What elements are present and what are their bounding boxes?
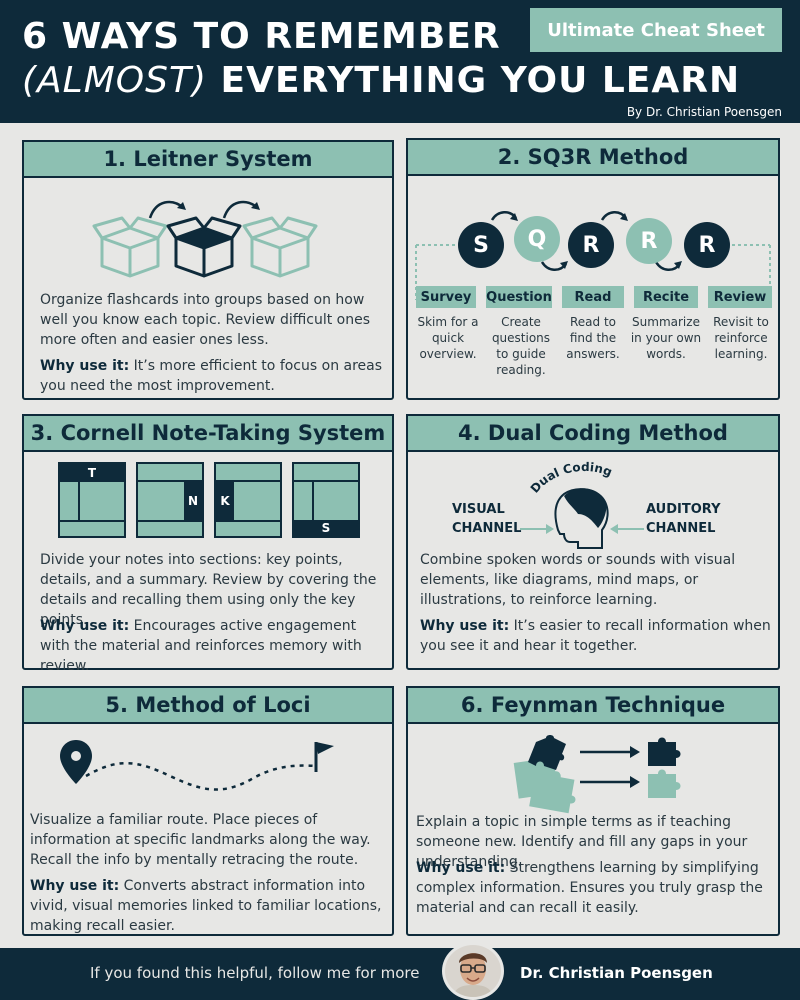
cornell-diagram-key: K xyxy=(214,462,282,538)
sq3r-circle-s: S xyxy=(458,222,504,268)
loci-route-illustration xyxy=(60,740,334,791)
panel-dual-coding: 4. Dual Coding Method Dual Coding VISUAL… xyxy=(406,414,780,670)
cornell-diagram-title: T xyxy=(58,462,126,538)
sq3r-label-recite: Recite xyxy=(634,286,698,308)
title-italic: (ALMOST) xyxy=(22,60,208,101)
dual-coding-description: Combine spoken words or sounds with visu… xyxy=(420,552,736,608)
sq3r-connector xyxy=(415,211,771,300)
sq3r-circle-r2: R xyxy=(626,218,672,264)
panel-title: 6. Feynman Technique xyxy=(406,686,780,724)
panel-cornell: 3. Cornell Note-Taking System T N K S Di… xyxy=(22,414,394,674)
panel-title: 3. Cornell Note-Taking System xyxy=(22,414,394,452)
author-name[interactable]: Dr. Christian Poensgen xyxy=(520,964,713,982)
feynman-why: Why use it: Strengthens learning by simp… xyxy=(416,858,778,918)
panel-leitner: 1. Leitner System xyxy=(22,140,394,400)
panel-title: 1. Leitner System xyxy=(22,140,394,178)
cornell-description: Divide your notes into sections: key poi… xyxy=(40,552,377,628)
sq3r-desc-read: Read to find the answers. xyxy=(566,315,620,361)
sq3r-circle-q: Q xyxy=(514,216,560,262)
sq3r-label-read: Read xyxy=(562,286,624,308)
panel-feynman: 6. Feynman Technique Explain a topic in … xyxy=(406,686,780,936)
why-label: Why use it: xyxy=(420,618,510,634)
panel-title: 4. Dual Coding Method xyxy=(406,414,780,452)
leitner-description: Organize flashcards into groups based on… xyxy=(40,292,371,348)
cornell-letter-k: K xyxy=(216,482,234,520)
byline: By Dr. Christian Poensgen xyxy=(626,105,782,119)
follow-text: If you found this helpful, follow me for… xyxy=(90,964,420,982)
title-rest: EVERYTHING YOU LEARN xyxy=(207,60,741,101)
cornell-diagram-summary: S xyxy=(292,462,360,538)
sq3r-label-question: Question xyxy=(486,286,552,308)
title-line-2: (ALMOST) EVERYTHING YOU LEARN xyxy=(22,60,740,101)
sq3r-desc-recite: Summarize in your own words. xyxy=(630,315,702,361)
header: 6 WAYS TO REMEMBER (ALMOST) EVERYTHING Y… xyxy=(0,0,800,123)
panel-sq3r: 2. SQ3R Method S Q R R R Survey Question… xyxy=(406,138,780,400)
why-text: Converts abstract information into vivid… xyxy=(30,878,382,934)
sq3r-circle-r1: R xyxy=(568,222,614,268)
footer: If you found this helpful, follow me for… xyxy=(0,948,800,1000)
cheat-sheet-badge: Ultimate Cheat Sheet xyxy=(530,8,782,52)
leitner-boxes-illustration xyxy=(92,200,318,278)
sq3r-label-review: Review xyxy=(708,286,772,308)
why-label: Why use it: xyxy=(30,878,120,894)
cornell-letter-n: N xyxy=(184,482,202,520)
sq3r-label-survey: Survey xyxy=(416,286,476,308)
feynman-description: Explain a topic in simple terms as if te… xyxy=(416,814,748,870)
why-label: Why use it: xyxy=(40,618,130,634)
sq3r-desc-question: Create questions to guide reading. xyxy=(491,315,551,377)
cornell-letter-s: S xyxy=(294,520,358,536)
dual-coding-illustration: Dual Coding xyxy=(520,460,644,549)
loci-why: Why use it: Converts abstract informatio… xyxy=(30,876,390,936)
sq3r-desc-review: Revisit to reinforce learning. xyxy=(713,315,769,361)
auditory-channel-label: AUDITORY CHANNEL xyxy=(646,502,721,536)
panel-title: 5. Method of Loci xyxy=(22,686,394,724)
avatar[interactable] xyxy=(442,942,504,1000)
sq3r-desc-survey: Skim for a quick overview. xyxy=(417,315,479,361)
leitner-why: Why use it: It’s more efficient to focus… xyxy=(40,356,385,396)
why-text: It’s easier to recall information when y… xyxy=(420,618,771,654)
panel-method-of-loci: 5. Method of Loci Visualize a familiar r… xyxy=(22,686,394,936)
why-label: Why use it: xyxy=(416,860,506,876)
visual-channel-label: VISUAL CHANNEL xyxy=(452,502,522,536)
why-text: Strengthens learning by simplifying comp… xyxy=(416,860,763,916)
author-portrait-icon xyxy=(445,945,501,997)
why-text: Encourages active engagement with the ma… xyxy=(40,618,362,674)
why-text: It’s more efficient to focus on areas yo… xyxy=(40,358,383,394)
why-label: Why use it: xyxy=(40,358,130,374)
cornell-why: Why use it: Encourages active engagement… xyxy=(40,616,385,676)
cornell-letter-t: T xyxy=(60,464,124,482)
sq3r-circle-r3: R xyxy=(684,222,730,268)
loci-description: Visualize a familiar route. Place pieces… xyxy=(30,812,371,868)
cornell-diagram-notes: N xyxy=(136,462,204,538)
puzzle-pieces-illustration xyxy=(513,735,681,814)
panel-title: 2. SQ3R Method xyxy=(406,138,780,176)
dual-coding-why: Why use it: It’s easier to recall inform… xyxy=(420,616,776,656)
title-line-1: 6 WAYS TO REMEMBER xyxy=(22,16,501,57)
